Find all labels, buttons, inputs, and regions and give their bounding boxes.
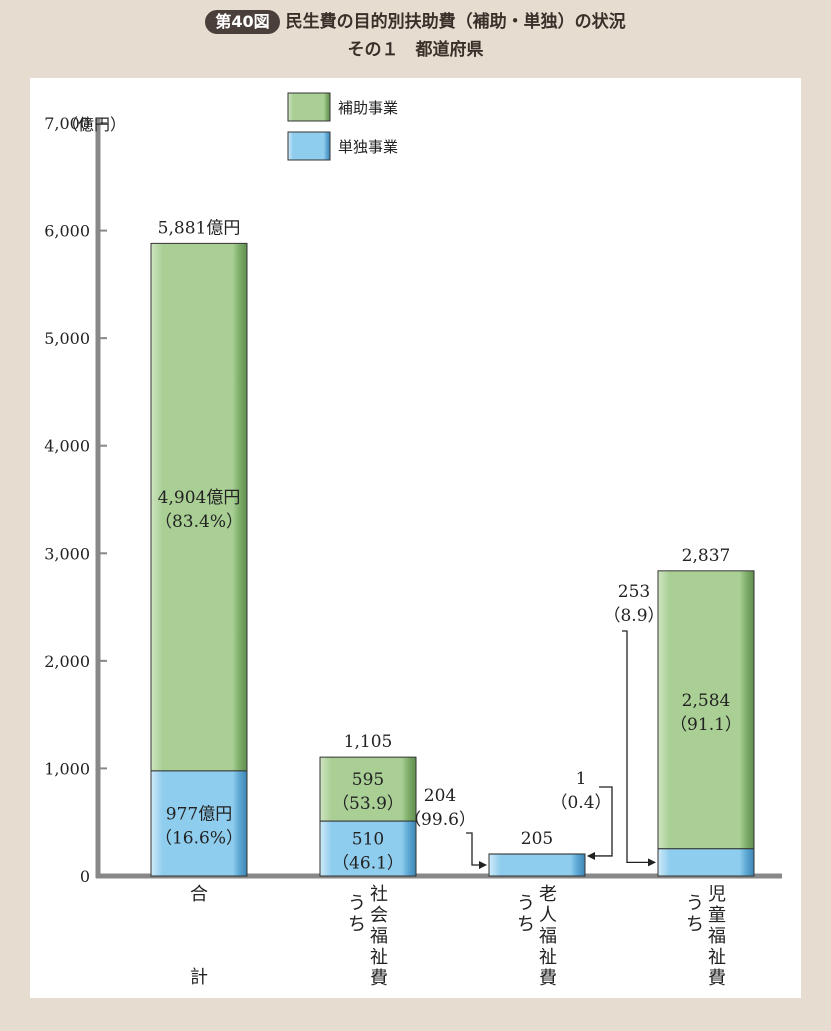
category-label: 費 <box>539 968 557 989</box>
category-label: 老 <box>539 884 557 905</box>
data-label-tandoku-pct: （99.6） <box>404 810 476 830</box>
category-label-prefix: う <box>686 893 704 914</box>
data-label-hojo: 595 <box>352 770 384 790</box>
bar-total-label: 1,105 <box>344 732 393 752</box>
chart-header: 第40図 民生費の目的別扶助費（補助・単独）の状況 その１ 都道府県 <box>0 8 831 64</box>
category-label: 祉 <box>539 947 557 968</box>
bar-segment-tandoku <box>657 848 755 877</box>
category-label-prefix: ち <box>517 914 535 935</box>
category-label: 費 <box>708 968 726 989</box>
category-label: 会 <box>370 905 388 926</box>
legend-swatch <box>287 131 331 161</box>
chart-title: 民生費の目的別扶助費（補助・単独）の状況 <box>285 12 626 32</box>
category-label: 合 <box>190 884 208 905</box>
data-label-tandoku-pct: （16.6%） <box>155 828 243 848</box>
callout-arrow <box>466 832 487 870</box>
data-label-hojo: 4,904億円 <box>158 488 241 508</box>
y-tick-label: 1,000 <box>44 759 90 778</box>
label-layer: 5,881億円 1,105 205 2,837 4,904億円 （83.4%） 977億円 （… <box>155 218 742 989</box>
data-label-tandoku: 510 <box>352 830 384 850</box>
legend-swatch <box>287 92 331 122</box>
category-label: 児 <box>708 884 726 905</box>
category-label: 費 <box>370 968 388 989</box>
category-label-prefix: ち <box>348 914 366 935</box>
data-label-hojo-pct: （83.4%） <box>155 512 243 532</box>
data-label-tandoku-pct: （46.1） <box>332 854 404 874</box>
callout-arrow <box>622 630 656 867</box>
category-label: 童 <box>708 905 726 926</box>
category-label: 福 <box>539 926 557 947</box>
y-tick-label: 5,000 <box>44 329 90 348</box>
data-label-hojo-pct: （91.1） <box>670 715 742 735</box>
chart-svg: 0 1,000 2,000 3,000 4,000 5,000 6,000 7,000（億円）… <box>44 92 782 989</box>
category-label: 人 <box>539 905 557 926</box>
chart-subtitle: その１ 都道府県 <box>347 40 484 60</box>
bar-segment-hojo <box>150 242 248 772</box>
bar-segment-tandoku <box>488 853 586 877</box>
y-tick-label: 3,000 <box>44 544 90 563</box>
legend-label: 単独事業 <box>338 138 398 156</box>
category-label: 福 <box>708 926 726 947</box>
legend-label: 補助事業 <box>338 99 398 117</box>
data-label-tandoku: 253 <box>618 582 650 602</box>
data-label-tandoku: 977億円 <box>166 804 232 824</box>
category-label-prefix: う <box>517 893 535 914</box>
category-label-prefix: ち <box>686 914 704 935</box>
bar-segment-tandoku <box>319 820 417 877</box>
data-label-hojo-pct: （0.4） <box>550 793 611 813</box>
bar-total-label: 2,837 <box>682 546 731 566</box>
data-label-tandoku: 204 <box>424 786 456 806</box>
category-label: 福 <box>370 926 388 947</box>
category-label: 計 <box>190 967 208 988</box>
data-label-hojo: 1 <box>576 769 587 789</box>
title-line: 第40図 民生費の目的別扶助費（補助・単独）の状況 <box>0 8 831 36</box>
data-label-tandoku-pct: （8.9） <box>603 606 664 626</box>
y-axis-unit: （億円） <box>62 115 126 134</box>
figure-label: 第40図 <box>205 10 280 34</box>
y-tick-label: 7,000 <box>44 114 90 133</box>
bar-layer <box>150 242 755 877</box>
category-label-prefix: う <box>348 893 366 914</box>
chart-panel: 0 1,000 2,000 3,000 4,000 5,000 6,000 7,000 （億円）… <box>30 78 801 998</box>
y-tick-label: 2,000 <box>44 652 90 671</box>
category-label: 社 <box>370 884 388 905</box>
y-tick-label: 0 <box>80 867 90 886</box>
y-tick-label: 4,000 <box>44 437 90 456</box>
bar-segment-tandoku <box>150 770 248 877</box>
bar-total-label: 5,881億円 <box>158 218 241 238</box>
callout-arrow <box>587 786 613 860</box>
data-label-hojo: 2,584 <box>682 691 731 711</box>
data-label-hojo-pct: （53.9） <box>332 794 404 814</box>
category-label: 祉 <box>708 947 726 968</box>
category-label: 祉 <box>370 947 388 968</box>
bar-total-label: 205 <box>521 829 553 849</box>
y-tick-label: 6,000 <box>44 222 90 241</box>
